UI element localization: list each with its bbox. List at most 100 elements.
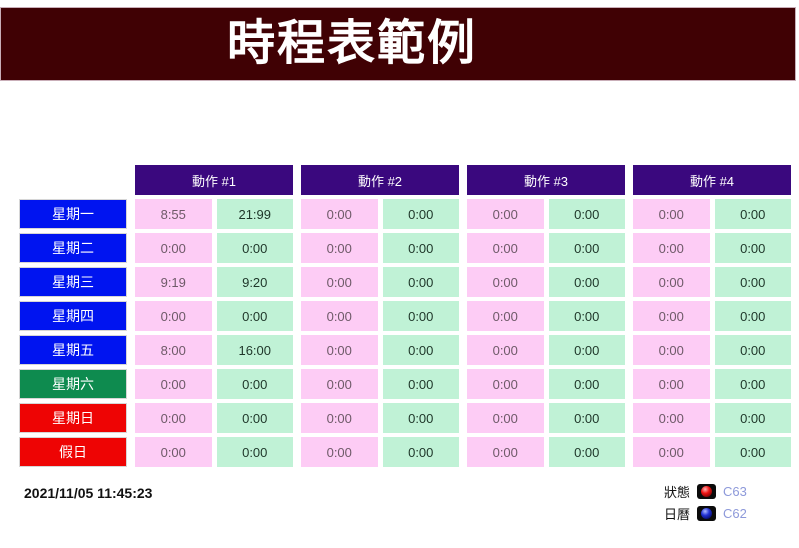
end-time-cell[interactable]: 0:00 [548, 233, 625, 263]
start-time-cell[interactable]: 0:00 [301, 403, 378, 433]
start-time-cell[interactable]: 0:00 [467, 267, 544, 297]
end-time-cell[interactable]: 0:00 [382, 369, 459, 399]
day-button-5[interactable]: 星期五 [19, 335, 127, 365]
action-4-cell-pair: 0:00 0:00 [633, 335, 791, 365]
end-time-cell[interactable]: 0:00 [382, 199, 459, 229]
day-button-2[interactable]: 星期二 [19, 233, 127, 263]
action-2-cell-pair: 0:00 0:00 [301, 199, 459, 229]
start-time-cell[interactable]: 0:00 [633, 403, 710, 433]
end-time-cell[interactable]: 0:00 [216, 369, 293, 399]
start-time-cell[interactable]: 0:00 [135, 369, 212, 399]
action-3-cell-pair: 0:00 0:00 [467, 267, 625, 297]
end-time-cell[interactable]: 0:00 [548, 267, 625, 297]
action-1-cell-pair: 8:55 21:99 [135, 199, 293, 229]
action-4-cell-pair: 0:00 0:00 [633, 403, 791, 433]
start-time-cell[interactable]: 0:00 [467, 233, 544, 263]
calendar-link[interactable]: C62 [723, 505, 747, 521]
start-time-cell[interactable]: 0:00 [633, 369, 710, 399]
end-time-cell[interactable]: 0:00 [216, 437, 293, 467]
start-time-cell[interactable]: 0:00 [633, 335, 710, 365]
end-time-cell[interactable]: 0:00 [714, 369, 791, 399]
end-time-cell[interactable]: 0:00 [548, 403, 625, 433]
end-time-cell[interactable]: 0:00 [382, 335, 459, 365]
status-led-icon [697, 483, 717, 499]
end-time-cell[interactable]: 0:00 [216, 403, 293, 433]
start-time-cell[interactable]: 0:00 [135, 437, 212, 467]
start-time-cell[interactable]: 0:00 [301, 335, 378, 365]
start-time-cell[interactable]: 0:00 [301, 199, 378, 229]
calendar-legend-row: 日曆 C62 [664, 504, 747, 522]
day-button-1[interactable]: 星期一 [19, 199, 127, 229]
start-time-cell[interactable]: 0:00 [467, 335, 544, 365]
start-time-cell[interactable]: 0:00 [135, 301, 212, 331]
start-time-cell[interactable]: 8:55 [135, 199, 212, 229]
end-time-cell[interactable]: 0:00 [216, 301, 293, 331]
action-header-2: 動作 #2 [301, 165, 459, 195]
timestamp: 2021/11/05 11:45:23 [24, 485, 153, 501]
start-time-cell[interactable]: 0:00 [633, 199, 710, 229]
end-time-cell[interactable]: 16:00 [216, 335, 293, 365]
start-time-cell[interactable]: 0:00 [135, 403, 212, 433]
status-link[interactable]: C63 [723, 483, 747, 499]
start-time-cell[interactable]: 0:00 [301, 369, 378, 399]
end-time-cell[interactable]: 0:00 [548, 437, 625, 467]
start-time-cell[interactable]: 0:00 [467, 301, 544, 331]
start-time-cell[interactable]: 0:00 [467, 369, 544, 399]
start-time-cell[interactable]: 0:00 [633, 233, 710, 263]
action-2-cell-pair: 0:00 0:00 [301, 267, 459, 297]
action-1-cell-pair: 0:00 0:00 [135, 301, 293, 331]
page-title-bar: 時程表範例 [0, 7, 796, 81]
end-time-cell[interactable]: 0:00 [548, 369, 625, 399]
action-header-4: 動作 #4 [633, 165, 791, 195]
start-time-cell[interactable]: 0:00 [467, 199, 544, 229]
action-3-cell-pair: 0:00 0:00 [467, 437, 625, 467]
end-time-cell[interactable]: 0:00 [714, 267, 791, 297]
status-label: 狀態 [664, 484, 691, 500]
action-3-cell-pair: 0:00 0:00 [467, 369, 625, 399]
day-button-7[interactable]: 星期日 [19, 403, 127, 433]
action-1-cell-pair: 0:00 0:00 [135, 369, 293, 399]
start-time-cell[interactable]: 0:00 [301, 301, 378, 331]
end-time-cell[interactable]: 0:00 [714, 403, 791, 433]
end-time-cell[interactable]: 0:00 [382, 301, 459, 331]
end-time-cell[interactable]: 0:00 [382, 267, 459, 297]
start-time-cell[interactable]: 0:00 [135, 233, 212, 263]
end-time-cell[interactable]: 0:00 [714, 335, 791, 365]
action-4-cell-pair: 0:00 0:00 [633, 301, 791, 331]
start-time-cell[interactable]: 8:00 [135, 335, 212, 365]
end-time-cell[interactable]: 0:00 [548, 301, 625, 331]
start-time-cell[interactable]: 0:00 [467, 403, 544, 433]
action-4-cell-pair: 0:00 0:00 [633, 267, 791, 297]
end-time-cell[interactable]: 0:00 [548, 335, 625, 365]
calendar-led-icon [697, 505, 717, 521]
start-time-cell[interactable]: 9:19 [135, 267, 212, 297]
status-legend-row: 狀態 C63 [664, 482, 747, 500]
action-2-cell-pair: 0:00 0:00 [301, 437, 459, 467]
start-time-cell[interactable]: 0:00 [633, 301, 710, 331]
day-button-6[interactable]: 星期六 [19, 369, 127, 399]
end-time-cell[interactable]: 0:00 [382, 403, 459, 433]
end-time-cell[interactable]: 0:00 [382, 233, 459, 263]
start-time-cell[interactable]: 0:00 [467, 437, 544, 467]
end-time-cell[interactable]: 0:00 [382, 437, 459, 467]
start-time-cell[interactable]: 0:00 [301, 437, 378, 467]
end-time-cell[interactable]: 0:00 [548, 199, 625, 229]
action-2-cell-pair: 0:00 0:00 [301, 301, 459, 331]
end-time-cell[interactable]: 0:00 [714, 437, 791, 467]
action-2-cell-pair: 0:00 0:00 [301, 233, 459, 263]
action-4-cell-pair: 0:00 0:00 [633, 369, 791, 399]
day-button-3[interactable]: 星期三 [19, 267, 127, 297]
end-time-cell[interactable]: 21:99 [216, 199, 293, 229]
start-time-cell[interactable]: 0:00 [301, 233, 378, 263]
end-time-cell[interactable]: 0:00 [216, 233, 293, 263]
start-time-cell[interactable]: 0:00 [301, 267, 378, 297]
day-button-4[interactable]: 星期四 [19, 301, 127, 331]
day-button-8[interactable]: 假日 [19, 437, 127, 467]
end-time-cell[interactable]: 0:00 [714, 199, 791, 229]
start-time-cell[interactable]: 0:00 [633, 267, 710, 297]
end-time-cell[interactable]: 0:00 [714, 233, 791, 263]
end-time-cell[interactable]: 0:00 [714, 301, 791, 331]
start-time-cell[interactable]: 0:00 [633, 437, 710, 467]
action-3-cell-pair: 0:00 0:00 [467, 403, 625, 433]
end-time-cell[interactable]: 9:20 [216, 267, 293, 297]
